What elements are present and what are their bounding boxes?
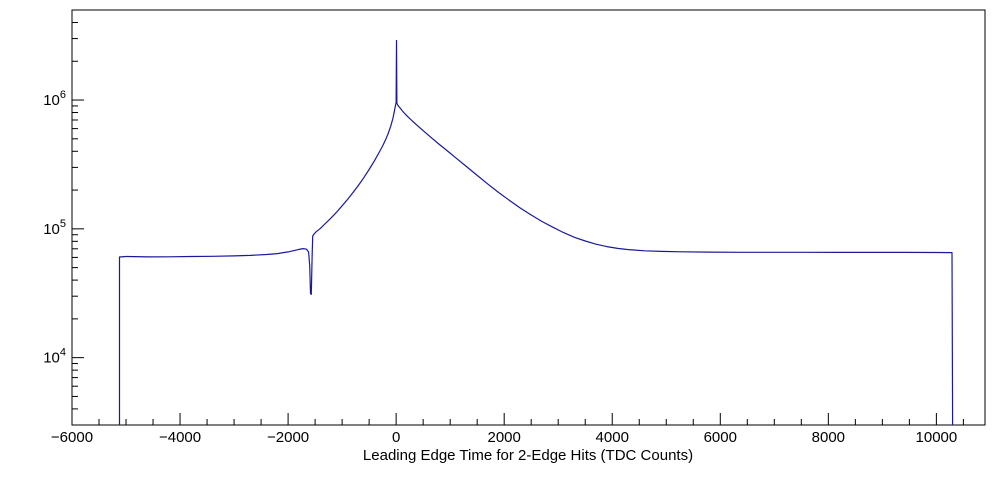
axis-labels: −6000 −4000 −2000 0 2000 4000 6000 8000 10000 104… — [43, 89, 957, 446]
x-tick-label: −4000 — [159, 429, 201, 446]
y-tick-label: 105 — [43, 218, 66, 238]
y-tick-label: 104 — [43, 347, 66, 367]
x-tick-label: 0 — [392, 429, 400, 446]
x-tick-label: 2000 — [488, 429, 521, 446]
plot-frame — [71, 9, 986, 426]
x-tick-label: −6000 — [51, 429, 93, 446]
x-tick-label: 8000 — [812, 429, 845, 446]
axis-ticks — [71, 9, 986, 426]
x-tick-label: 6000 — [704, 429, 737, 446]
y-tick-label: 106 — [43, 89, 66, 109]
x-tick-label: 10000 — [916, 429, 958, 446]
x-tick-label: 4000 — [596, 429, 629, 446]
x-tick-label: −2000 — [267, 429, 309, 446]
x-axis-title: Leading Edge Time for 2-Edge Hits (TDC C… — [363, 447, 693, 464]
histogram-line — [118, 39, 954, 426]
